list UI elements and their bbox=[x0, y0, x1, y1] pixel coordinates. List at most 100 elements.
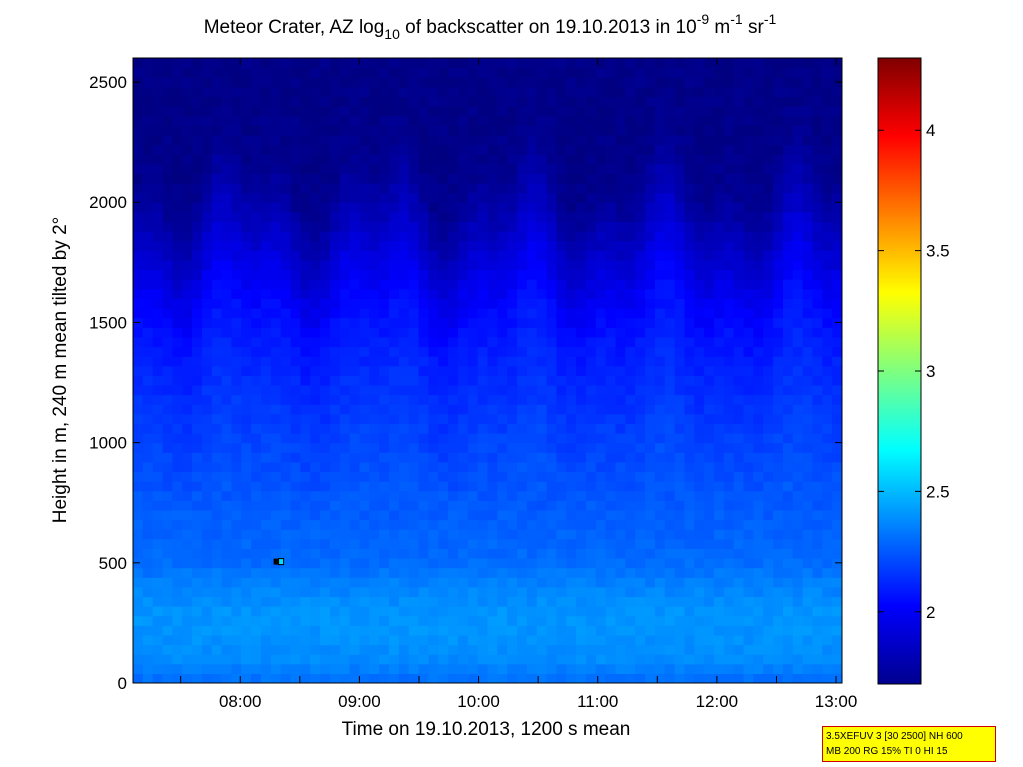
heatmap-cell bbox=[713, 144, 725, 155]
heatmap-cell bbox=[792, 433, 804, 444]
heatmap-cell bbox=[349, 288, 361, 299]
heatmap-cell bbox=[556, 404, 567, 415]
heatmap-cell bbox=[753, 442, 764, 453]
heatmap-cell bbox=[398, 115, 410, 126]
heatmap-cell bbox=[251, 134, 262, 146]
heatmap-cell bbox=[231, 384, 242, 396]
heatmap-cell bbox=[221, 461, 233, 473]
heatmap-cell bbox=[635, 115, 646, 126]
heatmap-cell bbox=[467, 634, 479, 646]
heatmap-cell bbox=[733, 461, 745, 473]
heatmap-cell bbox=[221, 106, 233, 117]
heatmap-cell bbox=[773, 375, 784, 386]
heatmap-cell bbox=[241, 625, 252, 636]
heatmap-cell bbox=[595, 433, 607, 444]
heatmap-cell bbox=[310, 490, 321, 501]
heatmap-cell bbox=[743, 183, 754, 194]
heatmap-cell bbox=[280, 625, 292, 636]
heatmap-cell bbox=[142, 86, 154, 98]
heatmap-cell bbox=[605, 106, 617, 117]
heatmap-cell bbox=[704, 558, 715, 569]
heatmap-cell bbox=[487, 259, 498, 271]
heatmap-cell bbox=[753, 327, 764, 338]
heatmap-cell bbox=[782, 442, 794, 453]
heatmap-cell bbox=[635, 509, 646, 521]
heatmap-cell bbox=[782, 509, 794, 521]
heatmap-cell bbox=[408, 452, 420, 463]
heatmap-cell bbox=[832, 202, 842, 213]
heatmap-cell bbox=[802, 433, 814, 444]
heatmap-cell bbox=[467, 202, 479, 213]
heatmap-cell bbox=[142, 615, 154, 626]
heatmap-cell bbox=[389, 240, 400, 251]
heatmap-cell bbox=[704, 77, 715, 88]
heatmap-cell bbox=[526, 240, 538, 251]
heatmap-cell bbox=[654, 654, 666, 665]
heatmap-cell bbox=[389, 288, 400, 299]
heatmap-cell bbox=[428, 154, 439, 165]
heatmap-cell bbox=[497, 375, 508, 386]
heatmap-cell bbox=[556, 375, 567, 386]
heatmap-cell bbox=[536, 58, 548, 69]
heatmap-cell bbox=[546, 442, 558, 453]
heatmap-cell bbox=[457, 269, 469, 280]
heatmap-cell bbox=[290, 115, 302, 126]
heatmap-cell bbox=[231, 106, 242, 117]
heatmap-cell bbox=[713, 231, 725, 242]
heatmap-cell bbox=[310, 58, 321, 69]
heatmap-cell bbox=[517, 529, 528, 540]
heatmap-cell bbox=[290, 192, 302, 203]
heatmap-cell bbox=[162, 279, 173, 290]
heatmap-cell bbox=[270, 115, 282, 126]
heatmap-cell bbox=[773, 163, 784, 174]
heatmap-cell bbox=[300, 77, 311, 88]
heatmap-cell bbox=[812, 606, 823, 617]
heatmap-cell bbox=[231, 490, 242, 501]
heatmap-cell bbox=[438, 336, 449, 348]
heatmap-cell bbox=[536, 67, 548, 78]
heatmap-cell bbox=[418, 240, 430, 251]
heatmap-cell bbox=[398, 259, 410, 271]
heatmap-cell bbox=[822, 404, 833, 415]
heatmap-cell bbox=[507, 183, 518, 194]
heatmap-cell bbox=[664, 163, 676, 174]
heatmap-cell bbox=[261, 509, 272, 521]
heatmap-cell bbox=[477, 384, 489, 396]
heatmap-cell bbox=[595, 58, 607, 69]
heatmap-cell bbox=[654, 558, 666, 569]
heatmap-cell bbox=[320, 673, 331, 683]
heatmap-cell bbox=[438, 183, 449, 194]
heatmap-cell bbox=[162, 317, 173, 328]
heatmap-cell bbox=[645, 221, 656, 232]
heatmap-cell bbox=[654, 500, 666, 511]
heatmap-cell bbox=[448, 548, 459, 559]
heatmap-cell bbox=[743, 106, 754, 117]
heatmap-cell bbox=[172, 288, 183, 299]
colorbar-tick-label: 2.5 bbox=[926, 482, 950, 501]
heatmap-cell bbox=[261, 317, 272, 328]
heatmap-cell bbox=[526, 279, 538, 290]
heatmap-cell bbox=[763, 163, 774, 174]
heatmap-cell bbox=[182, 538, 193, 549]
heatmap-cell bbox=[310, 615, 321, 626]
heatmap-cell bbox=[822, 519, 833, 530]
heatmap-cell bbox=[241, 259, 252, 271]
heatmap-cell bbox=[635, 317, 646, 328]
heatmap-cell bbox=[329, 259, 341, 271]
heatmap-cell bbox=[595, 442, 607, 453]
heatmap-cell bbox=[536, 231, 548, 242]
heatmap-cell bbox=[310, 394, 321, 405]
heatmap-cell bbox=[467, 481, 479, 492]
heatmap-cell bbox=[645, 308, 656, 319]
heatmap-cell bbox=[733, 654, 745, 665]
heatmap-cell bbox=[546, 336, 558, 348]
heatmap-cell bbox=[595, 481, 607, 492]
heatmap-cell bbox=[339, 125, 351, 136]
heatmap-cell bbox=[497, 529, 508, 540]
heatmap-cell bbox=[142, 606, 154, 617]
heatmap-cell bbox=[221, 356, 233, 367]
heatmap-cell bbox=[507, 221, 518, 232]
heatmap-cell bbox=[241, 615, 252, 626]
heatmap-cell bbox=[497, 654, 508, 665]
heatmap-cell bbox=[487, 77, 498, 88]
